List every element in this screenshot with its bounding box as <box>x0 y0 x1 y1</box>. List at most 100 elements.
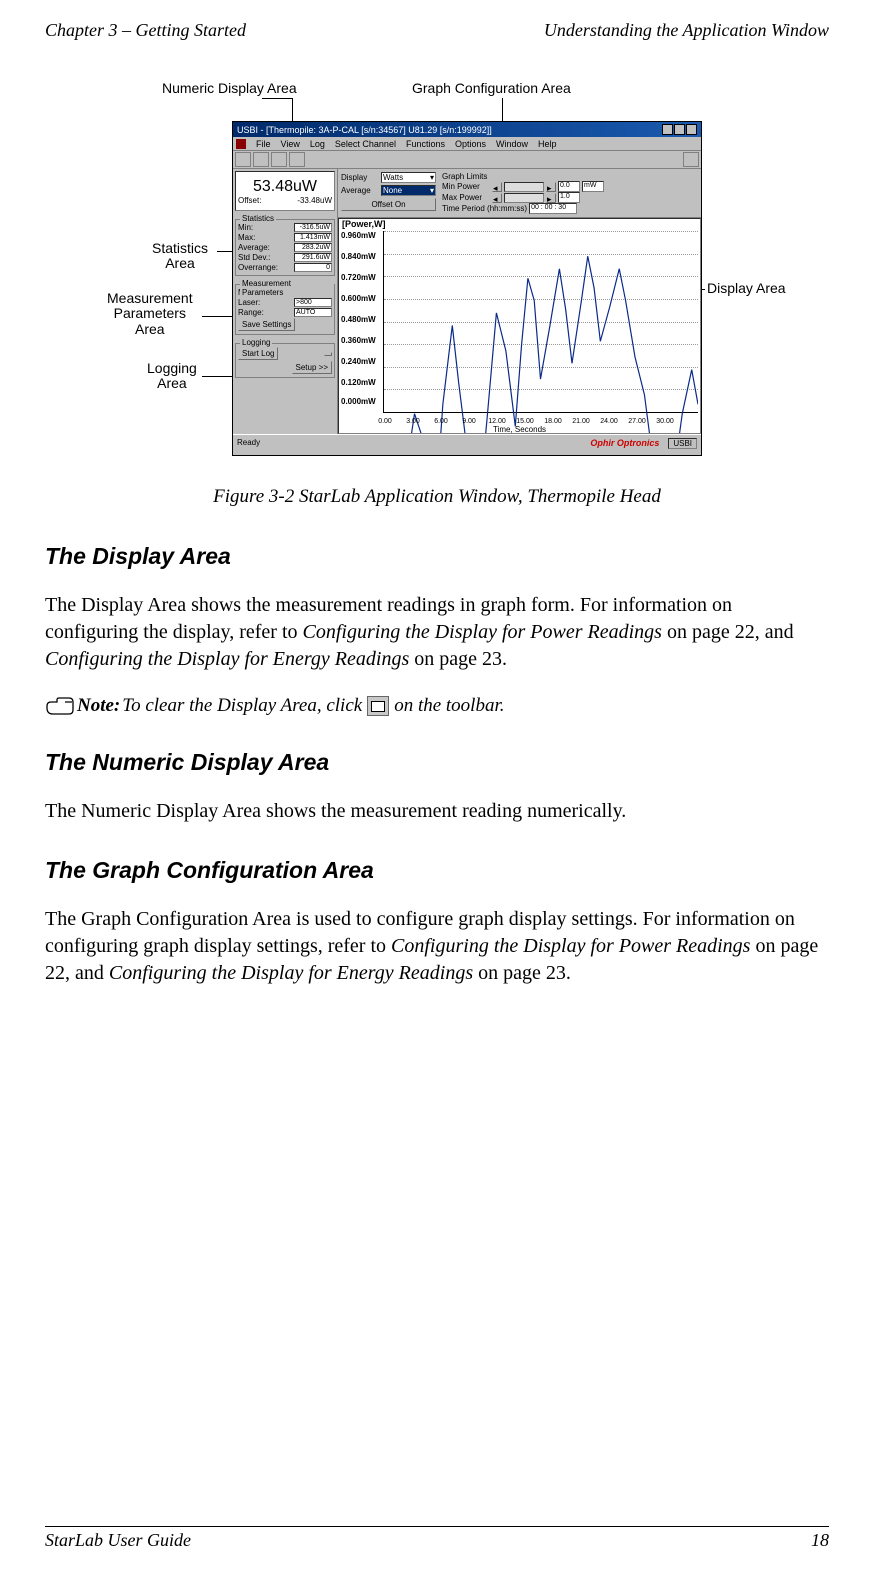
cfg-line: Max Power ◂ ▸ 1.0 <box>442 192 698 203</box>
minimize-button[interactable] <box>662 124 673 135</box>
logging-title: Logging <box>240 338 272 347</box>
start-log-button[interactable]: Start Log <box>238 347 278 360</box>
stat-row: Overrange:0 <box>238 263 332 272</box>
menu-select-channel[interactable]: Select Channel <box>335 139 396 149</box>
maximize-button[interactable] <box>674 124 685 135</box>
meas-key: Laser: <box>238 298 260 307</box>
display-area-heading: The Display Area <box>45 543 829 570</box>
average-dropdown[interactable]: None▾ <box>381 185 436 196</box>
app-icon <box>236 139 246 149</box>
numeric-display-heading: The Numeric Display Area <box>45 749 829 776</box>
close-button[interactable] <box>686 124 697 135</box>
callout-line <box>262 98 292 99</box>
scroll-right-button[interactable]: ▸ <box>546 182 556 192</box>
menu-file[interactable]: File <box>256 139 271 149</box>
toolbar <box>233 151 701 169</box>
graph-config-paragraph: The Graph Configuration Area is used to … <box>45 906 829 987</box>
para-ref: Configuring the Display for Power Readin… <box>303 621 662 643</box>
save-row: Save Settings <box>238 318 332 331</box>
cfg-line: Time Period (hh:mm:ss) 00 : 00 : 30 <box>442 203 698 214</box>
graph-config-area: DisplayWatts▾ AverageNone▾ Offset On Gra… <box>338 169 701 218</box>
x-tick: 15.00 <box>516 418 534 425</box>
stat-val: 1.413mW <box>294 233 332 242</box>
toolbar-button[interactable] <box>253 152 269 167</box>
para-ref: Configuring the Display for Energy Readi… <box>109 962 473 984</box>
graph-limits-title: Graph Limits <box>442 172 698 181</box>
right-region: DisplayWatts▾ AverageNone▾ Offset On Gra… <box>338 169 701 434</box>
stat-key: Std Dev.: <box>238 253 270 262</box>
y-tick: 0.120mW <box>341 378 376 387</box>
min-power-input[interactable]: 0.0 <box>558 181 580 192</box>
scroll-left-button[interactable]: ◂ <box>492 182 502 192</box>
setup-button[interactable]: Setup >> <box>292 361 332 374</box>
logging-panel: Logging Start Log Setup >> <box>235 343 335 378</box>
note-text: To clear the Display Area, click <box>122 695 362 717</box>
cfg-line: Min Power ◂ ▸ 0.0 mW <box>442 181 698 192</box>
scroll-left-button[interactable]: ◂ <box>492 193 502 203</box>
numeric-offset: Offset: -33.48uW <box>238 196 332 205</box>
meas-dropdown[interactable]: AUTO <box>294 308 332 317</box>
stat-val: 283.2uW <box>294 243 332 252</box>
x-tick: 18.00 <box>544 418 562 425</box>
scrollbar[interactable] <box>504 182 544 192</box>
titlebar-text: USBI - [Thermopile: 3A-P-CAL [s/n:34567]… <box>237 125 492 135</box>
clear-display-icon <box>367 696 389 716</box>
callout-statistics: StatisticsArea <box>152 241 208 272</box>
menu-log[interactable]: Log <box>310 139 325 149</box>
unit-dropdown[interactable]: mW <box>582 181 604 192</box>
statistics-panel: Statistics Min:-316.5uW Max:1.413mW Aver… <box>235 219 335 276</box>
stat-val: 0 <box>294 263 332 272</box>
scroll-right-button[interactable]: ▸ <box>546 193 556 203</box>
max-power-input[interactable]: 1.0 <box>558 192 580 203</box>
callout-numeric-display: Numeric Display Area <box>162 81 297 96</box>
app-window: USBI - [Thermopile: 3A-P-CAL [s/n:34567]… <box>232 121 702 456</box>
para-text: on page 22, and <box>662 621 794 643</box>
figure-container: Numeric Display Area Graph Configuration… <box>45 66 829 471</box>
toolbar-button[interactable] <box>235 152 251 167</box>
toolbar-button[interactable] <box>289 152 305 167</box>
x-tick: 3.00 <box>406 418 420 425</box>
toolbar-button[interactable] <box>271 152 287 167</box>
left-panel: 53.48uW Offset: -33.48uW Statistics Min:… <box>233 169 338 434</box>
menu-functions[interactable]: Functions <box>406 139 445 149</box>
callout-measurement: MeasurementParametersArea <box>107 291 193 337</box>
menu-options[interactable]: Options <box>455 139 486 149</box>
save-settings-button[interactable]: Save Settings <box>238 318 295 331</box>
stat-val: 291.6uW <box>294 253 332 262</box>
dd-val: Watts <box>383 173 403 182</box>
measurement-panel: Measurement Parameters Mode:Power Laser:… <box>235 284 335 335</box>
page-header: Chapter 3 – Getting Started Understandin… <box>45 20 829 41</box>
callout-logging: LoggingArea <box>147 361 197 392</box>
chart-area: [Power,W] 0.960mW 0.840mW 0.720mW 0.600m… <box>338 218 701 434</box>
scrollbar[interactable] <box>504 193 544 203</box>
display-dropdown[interactable]: Watts▾ <box>381 172 436 183</box>
cfg-right-block: Graph Limits Min Power ◂ ▸ 0.0 mW Max Po… <box>436 172 698 214</box>
x-axis-title: Time, Seconds <box>493 425 546 434</box>
para-text: on page 23. <box>473 962 571 984</box>
x-tick: 9.00 <box>462 418 476 425</box>
y-tick: 0.840mW <box>341 252 376 261</box>
toolbar-button[interactable] <box>683 152 699 167</box>
menu-window[interactable]: Window <box>496 139 528 149</box>
dd-val: None <box>383 186 402 195</box>
para-ref: Configuring the Display for Power Readin… <box>391 935 750 957</box>
header-left: Chapter 3 – Getting Started <box>45 20 246 41</box>
meas-dropdown[interactable]: >800 <box>294 298 332 307</box>
cfg-key: Max Power <box>442 193 490 202</box>
log-row: Start Log <box>238 347 332 360</box>
x-tick: 24.00 <box>600 418 618 425</box>
figure-diagram: Numeric Display Area Graph Configuration… <box>102 66 772 471</box>
offset-on-button[interactable]: Offset On <box>341 198 436 211</box>
y-tick: 0.720mW <box>341 273 376 282</box>
time-period-input[interactable]: 00 : 00 : 30 <box>529 203 577 214</box>
stat-key: Average: <box>238 243 270 252</box>
y-tick: 0.000mW <box>341 397 376 406</box>
y-tick: 0.240mW <box>341 357 376 366</box>
footer-left: StarLab User Guide <box>45 1530 191 1551</box>
page-footer: StarLab User Guide 18 <box>45 1526 829 1551</box>
menu-help[interactable]: Help <box>538 139 557 149</box>
stat-row: Std Dev.: 291.6uW <box>238 253 332 262</box>
x-tick: 21.00 <box>572 418 590 425</box>
callout-graph-config: Graph Configuration Area <box>412 81 571 96</box>
menu-view[interactable]: View <box>281 139 300 149</box>
